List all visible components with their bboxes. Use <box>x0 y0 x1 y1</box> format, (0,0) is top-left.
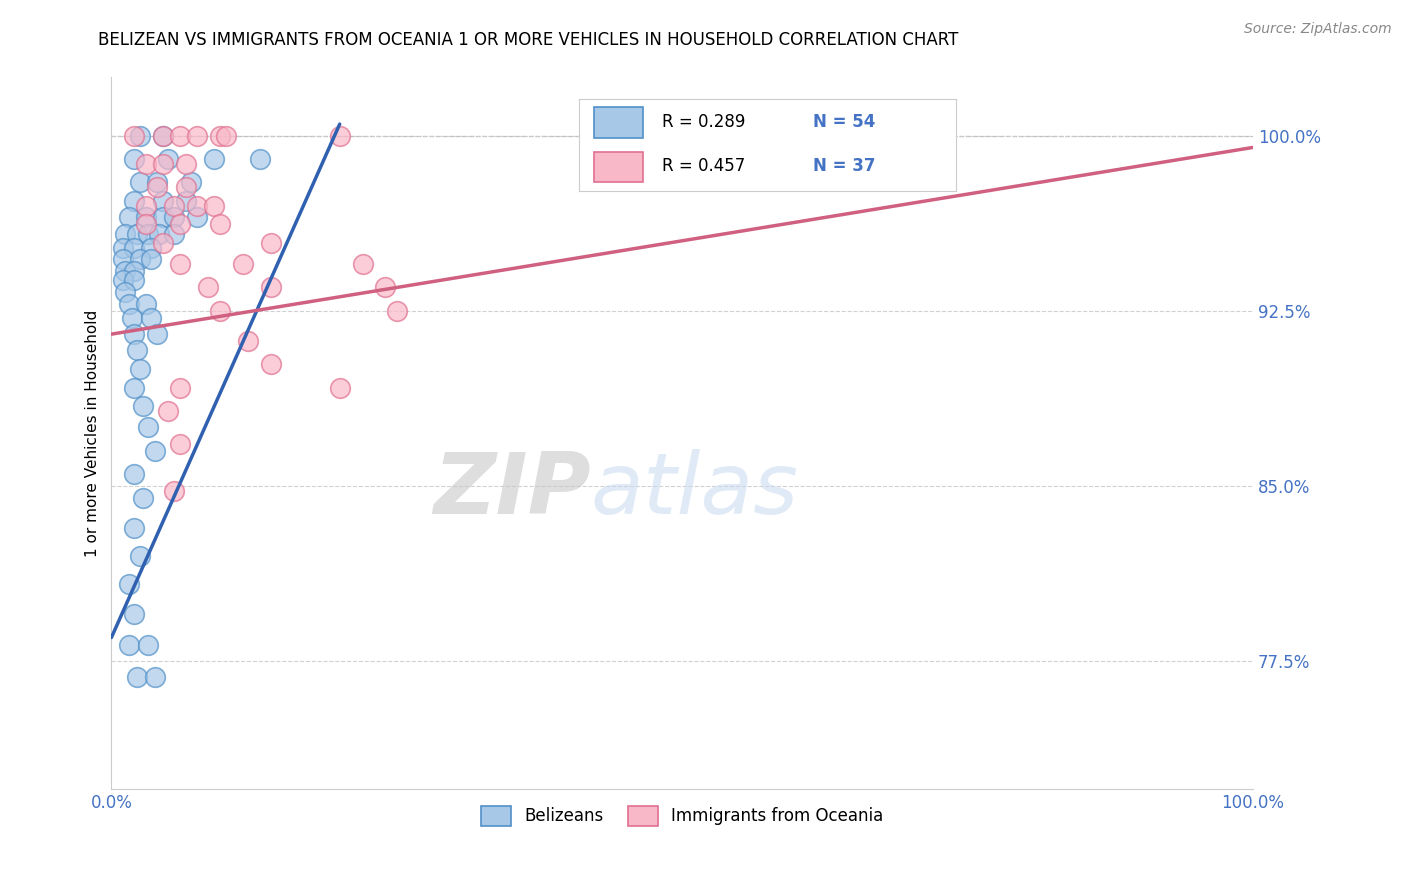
Point <box>169 381 191 395</box>
Point <box>135 297 157 311</box>
Point <box>122 467 145 482</box>
Point <box>352 257 374 271</box>
Point <box>129 176 152 190</box>
Point <box>186 199 208 213</box>
Point <box>186 211 208 225</box>
Point <box>169 257 191 271</box>
Point <box>122 241 145 255</box>
Point <box>208 218 231 232</box>
Point <box>132 400 155 414</box>
Point <box>122 152 145 166</box>
Point <box>114 264 136 278</box>
Point <box>329 128 352 143</box>
Point <box>122 327 145 342</box>
Point <box>197 280 219 294</box>
Legend: Belizeans, Immigrants from Oceania: Belizeans, Immigrants from Oceania <box>472 797 891 834</box>
Text: ZIP: ZIP <box>433 449 591 532</box>
Point <box>146 180 169 194</box>
Point <box>174 180 197 194</box>
Point <box>260 236 283 251</box>
Point <box>121 310 143 325</box>
Text: BELIZEAN VS IMMIGRANTS FROM OCEANIA 1 OR MORE VEHICLES IN HOUSEHOLD CORRELATION : BELIZEAN VS IMMIGRANTS FROM OCEANIA 1 OR… <box>98 31 959 49</box>
Y-axis label: 1 or more Vehicles in Household: 1 or more Vehicles in Household <box>86 310 100 557</box>
Point <box>122 128 145 143</box>
Point <box>329 381 352 395</box>
Point <box>114 227 136 241</box>
Point <box>135 199 157 213</box>
Point <box>260 280 283 294</box>
Point <box>129 549 152 563</box>
Point <box>122 607 145 622</box>
Point <box>143 670 166 684</box>
Point <box>129 252 152 267</box>
Point <box>141 310 163 325</box>
Point <box>385 303 408 318</box>
Point <box>122 381 145 395</box>
Point <box>232 257 254 271</box>
Point <box>136 638 159 652</box>
Point <box>152 128 174 143</box>
Text: Source: ZipAtlas.com: Source: ZipAtlas.com <box>1244 22 1392 37</box>
Point <box>122 273 145 287</box>
Point <box>374 280 396 294</box>
Point <box>152 128 174 143</box>
Point <box>174 194 197 208</box>
Point <box>111 273 134 287</box>
Point <box>157 404 180 418</box>
Point <box>163 227 186 241</box>
Point <box>148 227 170 241</box>
Point <box>174 157 197 171</box>
Point <box>260 358 283 372</box>
Point <box>152 236 174 251</box>
Point <box>111 241 134 255</box>
Point <box>208 128 231 143</box>
Point <box>122 264 145 278</box>
Point <box>208 303 231 318</box>
Point <box>135 218 157 232</box>
Point <box>163 211 186 225</box>
Point <box>152 194 174 208</box>
Point <box>125 670 148 684</box>
Point <box>141 241 163 255</box>
Point <box>136 420 159 434</box>
Point <box>117 638 139 652</box>
Point <box>202 152 225 166</box>
Point <box>125 343 148 358</box>
Point <box>117 577 139 591</box>
Point <box>157 152 180 166</box>
Point <box>132 491 155 505</box>
Point <box>111 252 134 267</box>
Point <box>122 194 145 208</box>
Point <box>202 199 225 213</box>
Point <box>129 128 152 143</box>
Point <box>152 157 174 171</box>
Point <box>180 176 202 190</box>
Point <box>249 152 271 166</box>
Point <box>143 443 166 458</box>
Point <box>136 227 159 241</box>
Point <box>135 157 157 171</box>
Point <box>169 218 191 232</box>
Point <box>169 437 191 451</box>
Point <box>238 334 260 348</box>
Text: atlas: atlas <box>591 449 799 532</box>
Point <box>152 211 174 225</box>
Point <box>135 211 157 225</box>
Point <box>129 362 152 376</box>
Point <box>163 483 186 498</box>
Point <box>122 521 145 535</box>
Point <box>125 227 148 241</box>
Point <box>146 327 169 342</box>
Point <box>163 199 186 213</box>
Point <box>141 252 163 267</box>
Point <box>169 128 191 143</box>
Point <box>146 176 169 190</box>
Point <box>214 128 236 143</box>
Point <box>114 285 136 300</box>
Point <box>865 128 887 143</box>
Point <box>117 211 139 225</box>
Point <box>186 128 208 143</box>
Point <box>117 297 139 311</box>
